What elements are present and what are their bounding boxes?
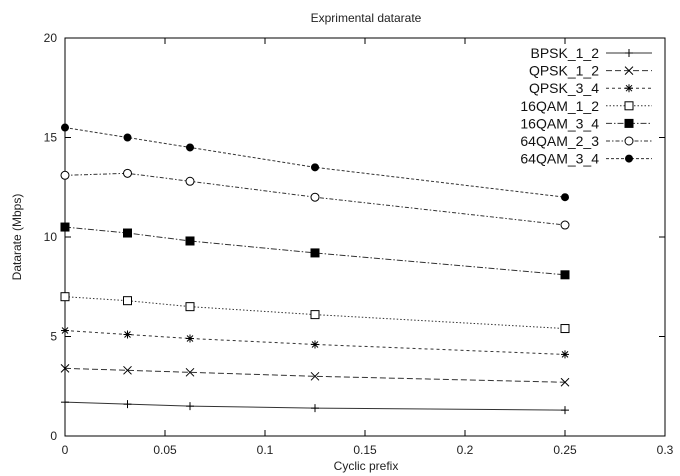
legend-label-16qam-3-4: 16QAM_3_4 xyxy=(520,115,599,131)
series-16qam-1-2 xyxy=(60,292,570,334)
data-point-bpsk-1-2 xyxy=(61,398,69,407)
series-layer xyxy=(60,123,570,415)
data-point-16qam-3-4 xyxy=(123,228,132,238)
data-point-qpsk-1-2 xyxy=(560,377,570,387)
series-line-qpsk-1-2 xyxy=(64,367,566,383)
series-qpsk-3-4 xyxy=(61,326,569,359)
x-tick-label: 0 xyxy=(62,443,69,457)
legend-label-qpsk-3-4: QPSK_3_4 xyxy=(529,80,599,96)
data-point-16qam-1-2 xyxy=(123,296,132,306)
series-qpsk-1-2 xyxy=(60,363,570,387)
x-tick-label: 0.2 xyxy=(457,443,474,457)
data-point-64qam-3-4 xyxy=(186,143,194,152)
data-point-qpsk-1-2 xyxy=(185,367,195,377)
data-point-64qam-3-4 xyxy=(311,163,319,172)
series-bpsk-1-2 xyxy=(61,398,569,415)
x-tick-label: 0.3 xyxy=(657,443,674,457)
x-tick-label: 0.05 xyxy=(153,443,177,457)
y-tick-label: 15 xyxy=(44,131,58,145)
chart-title: Exprimental datarate xyxy=(311,11,422,25)
y-tick-label: 0 xyxy=(50,429,57,443)
y-axis-label: Datarate (Mbps) xyxy=(10,194,24,281)
legend-label-qpsk-1-2: QPSK_1_2 xyxy=(529,63,599,79)
data-point-16qam-3-4 xyxy=(310,248,320,258)
x-axis-label: Cyclic prefix xyxy=(334,459,399,473)
legend-label-16qam-1-2: 16QAM_1_2 xyxy=(520,98,599,114)
data-point-64qam-3-4 xyxy=(561,193,569,202)
data-point-bpsk-1-2 xyxy=(311,404,319,413)
y-tick-label: 5 xyxy=(50,330,57,344)
data-point-16qam-1-2 xyxy=(185,302,195,312)
data-point-64qam-2-3 xyxy=(310,192,320,202)
data-point-qpsk-3-4 xyxy=(311,340,319,349)
data-point-16qam-1-2 xyxy=(560,324,570,334)
series-line-16qam-3-4 xyxy=(64,226,566,276)
data-point-bpsk-1-2 xyxy=(561,406,569,415)
legend-marker-16qam-1-2 xyxy=(624,101,634,111)
data-point-qpsk-3-4 xyxy=(186,334,194,343)
axis-ticks: 0 0.05 0.1 0.15 0.2 0.25 0.3 0 5 10 15 20 xyxy=(44,31,674,457)
legend-label-64qam-3-4: 64QAM_3_4 xyxy=(520,151,599,167)
legend-label-64qam-2-3: 64QAM_2_3 xyxy=(520,133,599,149)
series-64qam-3-4 xyxy=(61,123,569,202)
x-tick-label: 0.1 xyxy=(257,443,274,457)
legend-marker-bpsk-1-2 xyxy=(625,49,633,57)
series-line-64qam-3-4 xyxy=(64,127,566,198)
data-point-qpsk-3-4 xyxy=(61,326,69,335)
data-point-qpsk-1-2 xyxy=(310,371,320,381)
data-point-64qam-3-4 xyxy=(61,123,69,132)
legend-label-bpsk-1-2: BPSK_1_2 xyxy=(531,45,600,61)
legend-marker-16qam-3-4 xyxy=(624,118,634,128)
data-point-16qam-1-2 xyxy=(60,292,70,302)
x-tick-label: 0.15 xyxy=(353,443,377,457)
data-point-64qam-2-3 xyxy=(123,168,132,178)
data-point-bpsk-1-2 xyxy=(123,400,132,409)
data-point-qpsk-3-4 xyxy=(123,330,132,339)
series-64qam-2-3 xyxy=(60,168,570,230)
data-point-qpsk-3-4 xyxy=(561,350,569,359)
data-point-16qam-3-4 xyxy=(560,270,570,280)
data-point-64qam-2-3 xyxy=(560,220,570,230)
data-point-64qam-2-3 xyxy=(60,170,70,180)
legend-marker-64qam-2-3 xyxy=(624,136,634,146)
data-point-16qam-3-4 xyxy=(60,222,70,232)
y-tick-label: 20 xyxy=(44,31,58,45)
series-16qam-3-4 xyxy=(60,222,570,280)
y-tick-label: 10 xyxy=(44,230,58,244)
data-point-qpsk-1-2 xyxy=(60,363,70,373)
legend-marker-64qam-3-4 xyxy=(625,154,633,163)
data-point-bpsk-1-2 xyxy=(186,402,194,411)
data-point-qpsk-1-2 xyxy=(123,365,132,375)
legend-marker-qpsk-1-2 xyxy=(624,66,634,75)
data-point-64qam-2-3 xyxy=(185,176,195,186)
data-point-64qam-3-4 xyxy=(123,133,132,142)
legend-marker-qpsk-3-4 xyxy=(625,84,633,93)
data-point-16qam-3-4 xyxy=(185,236,195,246)
data-point-16qam-1-2 xyxy=(310,310,320,320)
x-tick-label: 0.25 xyxy=(553,443,577,457)
